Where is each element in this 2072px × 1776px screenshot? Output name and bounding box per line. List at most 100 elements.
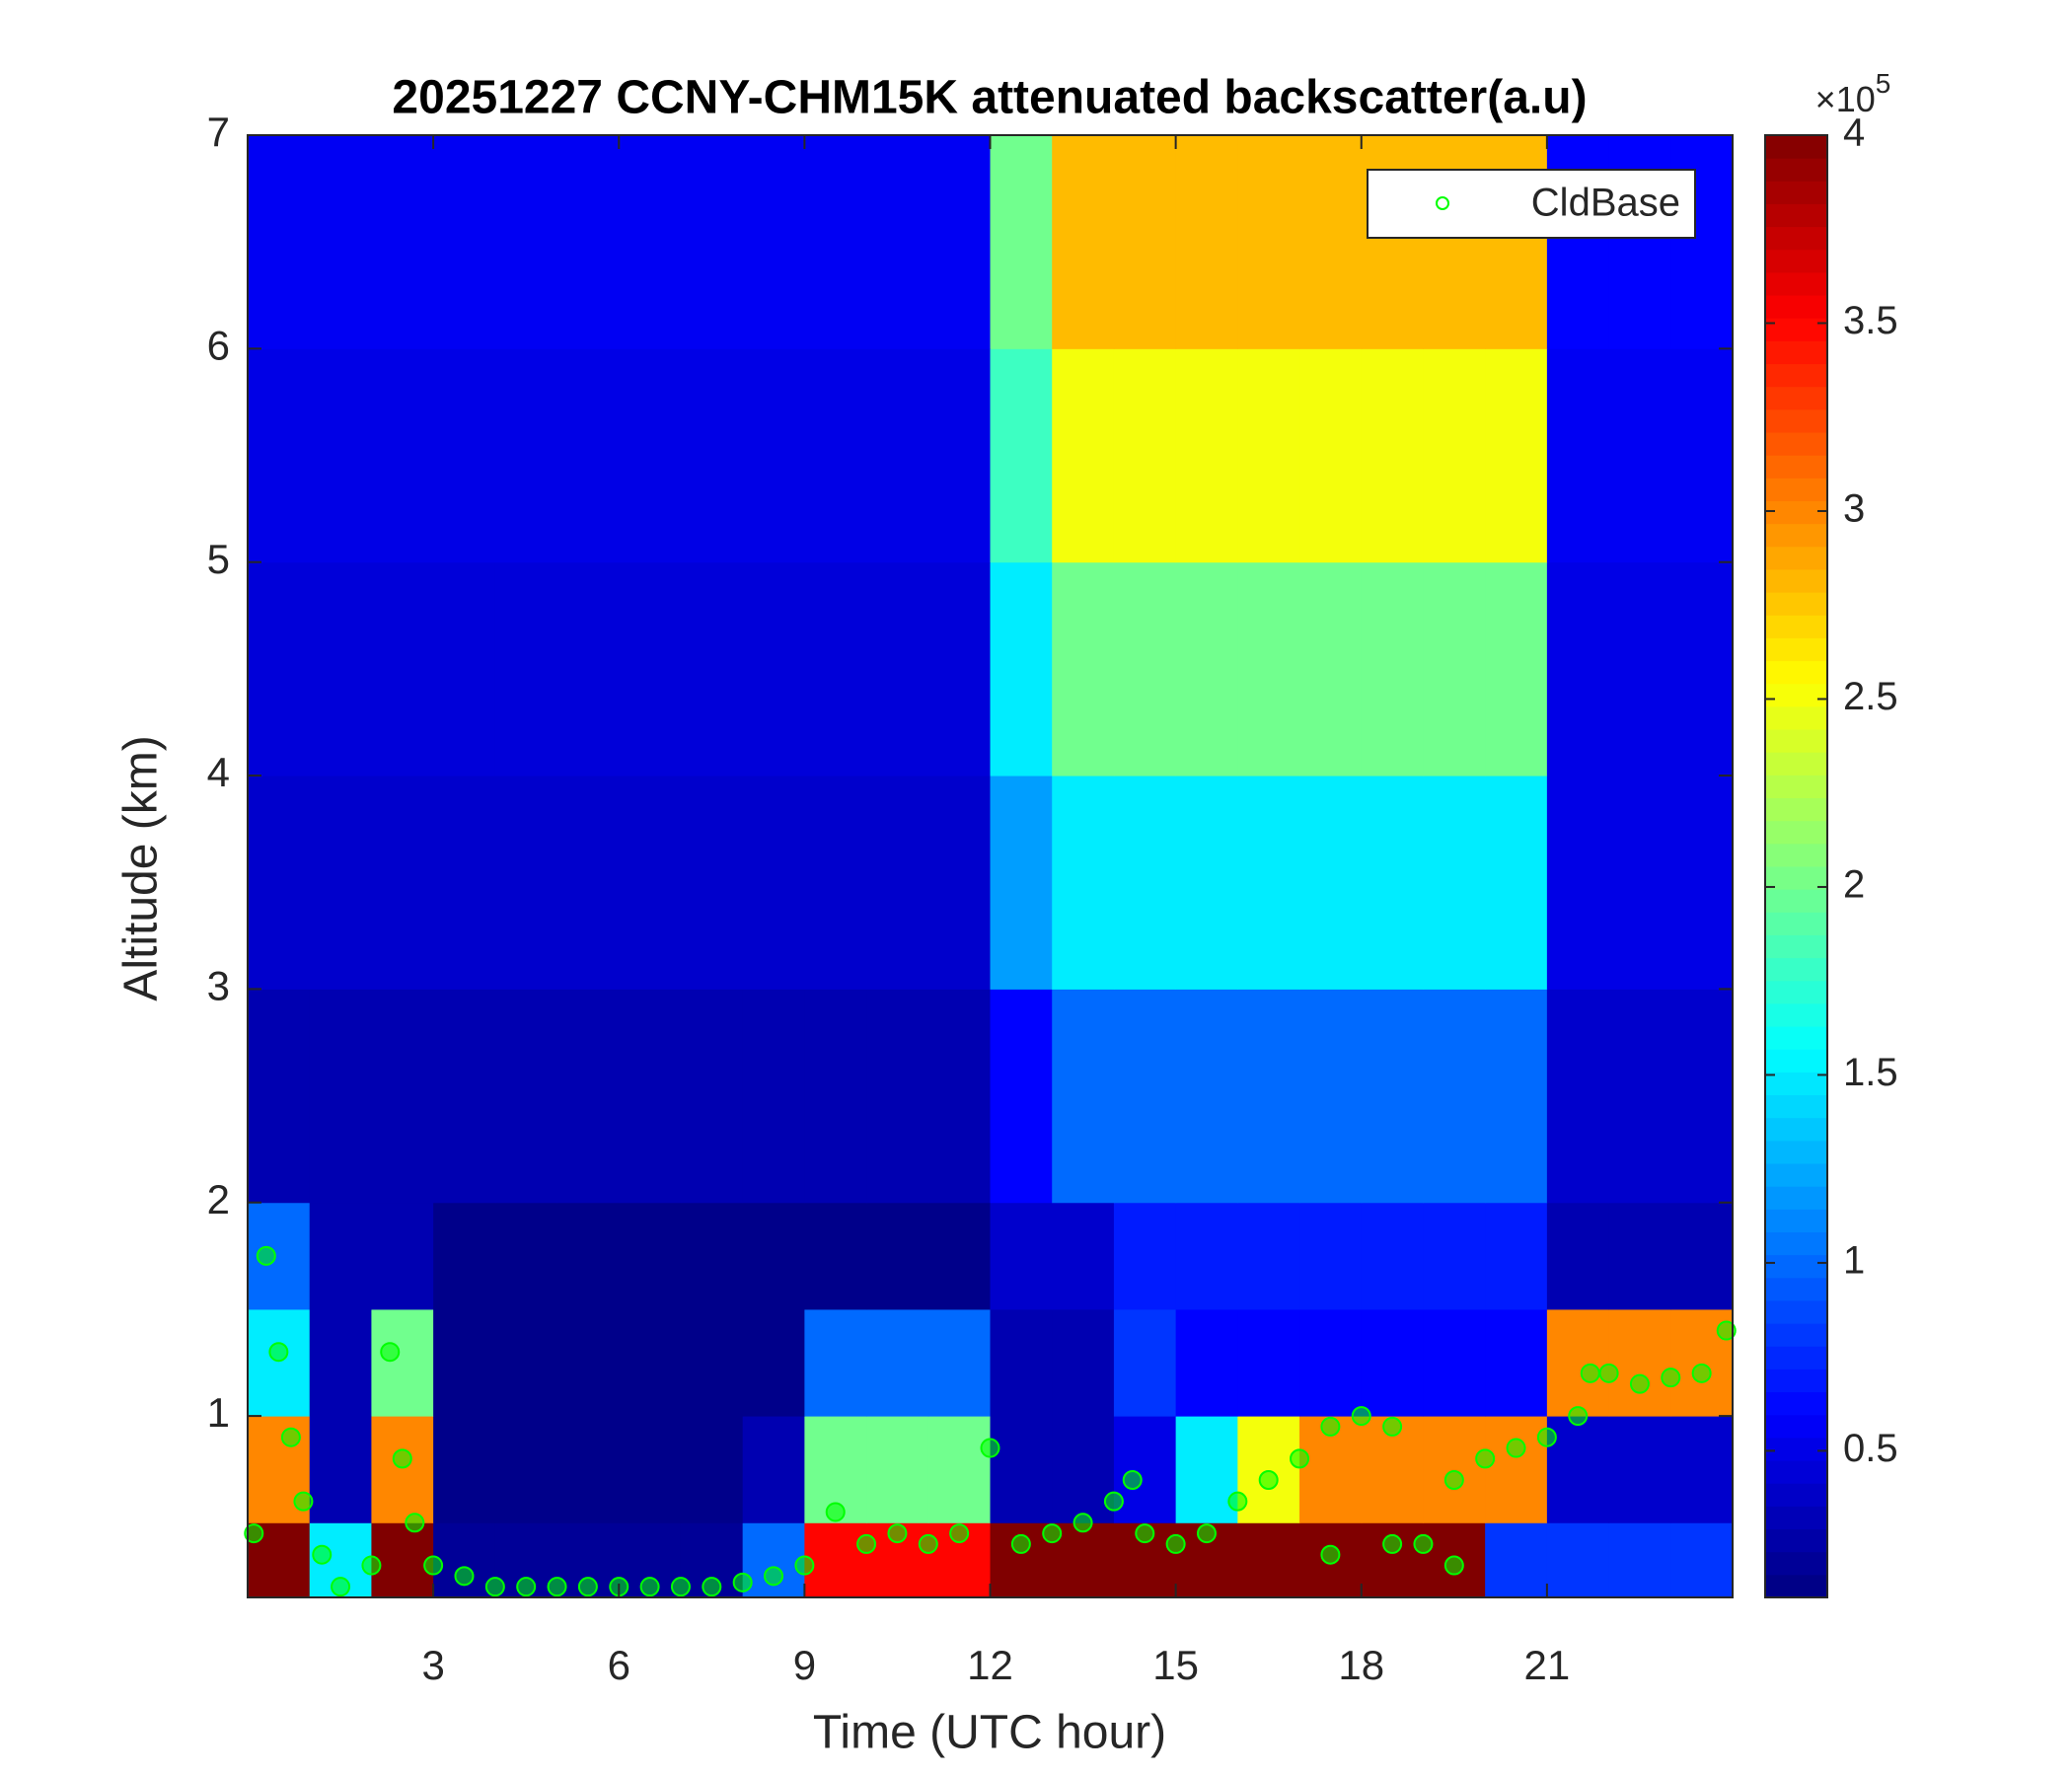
heat-cell [619,989,682,1204]
x-tick-label: 21 [1524,1642,1571,1688]
cloud-base-point [1443,1555,1464,1576]
colorbar-step [1765,1049,1827,1073]
cloud-base-point [732,1572,753,1592]
heat-cell [990,1416,1053,1523]
heat-cell [371,776,434,990]
heat-cell [1237,1308,1300,1417]
heat-cell [371,1416,434,1523]
heat-cell [680,989,744,1204]
heat-cell [742,348,805,563]
cloud-base-point [1382,1416,1403,1437]
colorbar-step [1765,432,1827,456]
colorbar-step [1765,592,1827,616]
colorbar-step [1765,318,1827,341]
colorbar-step [1765,386,1827,410]
colorbar-step [1765,957,1827,982]
colorbar-step [1765,1506,1827,1530]
colorbar-step [1765,271,1827,296]
colorbar-step [1765,158,1827,182]
y-tick-label: 4 [207,749,230,795]
heat-cell [309,348,372,563]
cloud-base-point [1506,1438,1526,1458]
cloud-base-point [361,1555,382,1576]
heat-cell [1608,561,1671,777]
heat-cell [309,135,372,349]
cloud-base-point [1165,1533,1186,1554]
heat-cell [742,1308,805,1417]
heat-cell [927,348,991,563]
heat-cell [680,561,744,777]
heat-cell [1237,1522,1300,1598]
cloud-base-point [1320,1544,1341,1565]
cloud-base-point [380,1342,401,1363]
heat-cell [309,989,372,1204]
cloud-base-point [825,1502,846,1522]
colorbar-tick-label: 4 [1843,111,1865,155]
cloud-base-point [949,1523,970,1544]
heat-cell [804,989,867,1204]
colorbar-step [1765,1209,1827,1232]
cloud-base-point [268,1342,289,1363]
heat-cell [680,1416,744,1523]
cloud-base-point [1042,1523,1063,1544]
heat-cell [1608,135,1671,349]
heat-cell [927,1308,991,1417]
cloud-base-point [577,1577,598,1597]
y-tick-label: 6 [207,322,230,368]
colorbar-step [1765,820,1827,845]
heat-cell [1485,989,1548,1204]
colorbar-step [1765,1094,1827,1119]
cloud-base-point [454,1566,475,1587]
heat-cell [866,135,929,349]
heat-cell [433,561,496,777]
colorbar-step [1765,797,1827,822]
heat-cell [248,561,311,777]
heat-cell [494,1416,558,1523]
y-axis-label: Altitude (km) [115,735,168,1000]
heat-cell [494,561,558,777]
heat-cell [1546,1308,1610,1417]
heat-cell [494,1202,558,1310]
heat-cell [1299,348,1363,563]
colorbar-step [1765,660,1827,685]
colorbar-tick-label: 0.5 [1843,1427,1898,1470]
heat-cell [742,561,805,777]
heat-cell [619,561,682,777]
heat-cell [1237,1202,1300,1310]
colorbar-step [1765,1163,1827,1187]
colorbar-step [1765,363,1827,388]
colorbar-step [1765,340,1827,365]
heat-cell [1175,989,1238,1204]
heat-cell [556,1416,620,1523]
heat-cell [248,348,311,563]
heat-cell [309,776,372,990]
heat-cell [742,1416,805,1523]
heat-cell [248,989,311,1204]
heat-cell [742,776,805,990]
colorbar-step [1765,1277,1827,1301]
colorbar-step [1765,500,1827,525]
heat-cell [680,348,744,563]
heat-cell [1299,1202,1363,1310]
colorbar-step [1765,135,1827,159]
colorbar-step [1765,1551,1827,1576]
heat-cell [680,1308,744,1417]
colorbar-step [1765,912,1827,935]
y-tick-label: 7 [207,109,230,155]
heat-cell [1175,776,1238,990]
colorbar-step [1765,729,1827,753]
heat-cell [866,561,929,777]
heat-cell [927,135,991,349]
colorbar-step [1765,683,1827,707]
heat-cell [309,1202,372,1310]
heat-cell [1299,1308,1363,1417]
heat-cell [556,1308,620,1417]
heat-cell [1546,1202,1610,1310]
colorbar-step [1765,866,1827,890]
cloud-base-point [1290,1448,1310,1469]
x-tick-label: 3 [421,1642,444,1688]
heat-cell [1113,1202,1177,1310]
heat-cell [927,776,991,990]
heat-cell [1052,561,1115,777]
colorbar-step [1765,1299,1827,1324]
